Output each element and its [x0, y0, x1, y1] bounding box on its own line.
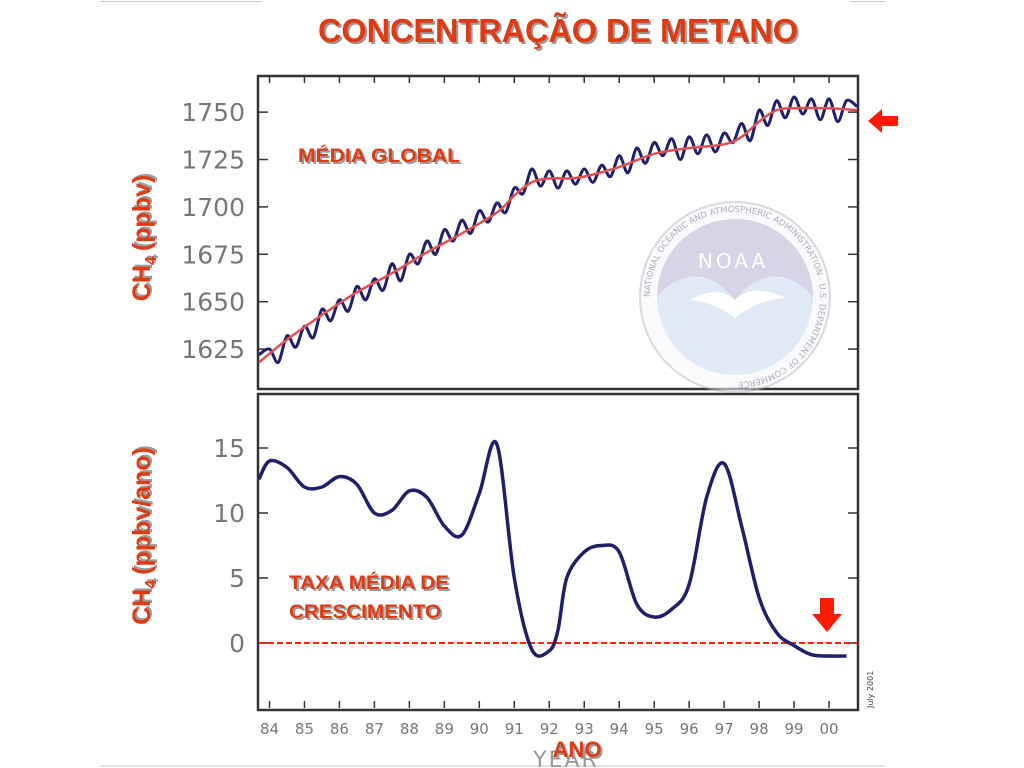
- down-arrow-icon: [812, 598, 842, 632]
- series-growth-rate-line: [257, 439, 847, 658]
- credit-text: July 2001: [866, 671, 875, 709]
- top-y-ticks: 1625 1650 1675 1700 1725 1750: [181, 98, 857, 364]
- slide-title-shadow: CONCENTRAÇÃO DE METANO: [320, 14, 800, 51]
- bottom-y-ticks: 0 5 10 15: [213, 434, 857, 658]
- x-tick-label: 00: [819, 720, 838, 738]
- bottom-label-line1-shadow: TAXA MÉDIA DE: [291, 574, 451, 596]
- bottom-y-tick-label: 0: [229, 629, 245, 658]
- x-tick-label: 85: [295, 720, 314, 738]
- x-tick-label: 93: [575, 720, 594, 738]
- logo-upper-field: [657, 219, 813, 300]
- x-tick-label: 86: [330, 720, 349, 738]
- bottom-y-tick-label: 5: [229, 564, 245, 593]
- x-tick-label: 90: [470, 720, 489, 738]
- top-series-layer: [258, 95, 858, 365]
- series-monthly-line: [258, 95, 858, 365]
- slide-title: CONCENTRAÇÃO DE METANO: [318, 12, 798, 49]
- chart-frame-top: [256, 74, 860, 391]
- x-axis-label-shadow: ANO: [555, 739, 604, 764]
- top-y-axis-label-shadow: CH4(ppbv): [130, 173, 162, 299]
- top-y-axis-label-text: CH4(ppbv): [128, 175, 160, 301]
- top-y-tick-label: 1625: [181, 335, 245, 364]
- x-tick-label: 91: [505, 720, 524, 738]
- x-axis-label-under: YEAR: [532, 748, 599, 768]
- x-tick-label: 99: [785, 720, 804, 738]
- top-y-tick-label: 1725: [181, 146, 245, 175]
- bottom-label-line2: CRESCIMENTO: [289, 602, 441, 623]
- x-tick-label: 98: [750, 720, 769, 738]
- x-tick-label: 95: [645, 720, 664, 738]
- x-tick-label: 87: [365, 720, 384, 738]
- x-tick-label: 97: [715, 720, 734, 738]
- top-y-tick-label: 1675: [181, 240, 245, 269]
- top-y-axis-label: CH4(ppbv) CH4(ppbv): [128, 173, 162, 301]
- logo-bird-icon: [690, 290, 785, 318]
- chart-frame-bottom: [256, 392, 860, 712]
- top-y-tick-label: 1750: [181, 98, 245, 127]
- bottom-series-layer: [257, 439, 857, 658]
- top-y-tick-label: 1700: [181, 193, 245, 222]
- bottom-y-axis-label-shadow: CH4(ppbv/ano): [130, 445, 162, 623]
- bottom-label-line2-shadow: CRESCIMENTO: [291, 604, 443, 625]
- bottom-y-tick-label: 15: [213, 434, 245, 463]
- x-tick-label: 92: [540, 720, 559, 738]
- noaa-logo: NOAA NATIONAL OCEANIC AND ATMOSPHERIC AD…: [639, 201, 831, 393]
- x-tick-label: 94: [610, 720, 629, 738]
- top-label: MÉDIA GLOBAL: [298, 145, 460, 167]
- x-tick-label: 96: [680, 720, 699, 738]
- x-tick-label: 88: [400, 720, 419, 738]
- top-label-shadow: MÉDIA GLOBAL: [300, 147, 462, 169]
- bottom-y-axis-label-text: CH4(ppbv/ano): [128, 447, 160, 625]
- series-trend-line: [258, 106, 858, 364]
- x-tick-label: 84: [260, 720, 279, 738]
- top-y-tick-label: 1650: [181, 288, 245, 317]
- left-arrow-icon: [868, 109, 898, 133]
- x-tick-label: 89: [435, 720, 454, 738]
- bottom-y-tick-label: 10: [213, 499, 245, 528]
- x-axis-label: ANO: [553, 737, 602, 762]
- bottom-y-axis-label: CH4(ppbv/ano) CH4(ppbv/ano): [128, 445, 162, 625]
- logo-text: NOAA: [698, 249, 768, 273]
- bottom-x-ticks: 84 85 86 87 88 89 90 91 92 93 94 95 96 97 98 99 00: [260, 76, 839, 738]
- bottom-label-line1: TAXA MÉDIA DE: [289, 572, 449, 594]
